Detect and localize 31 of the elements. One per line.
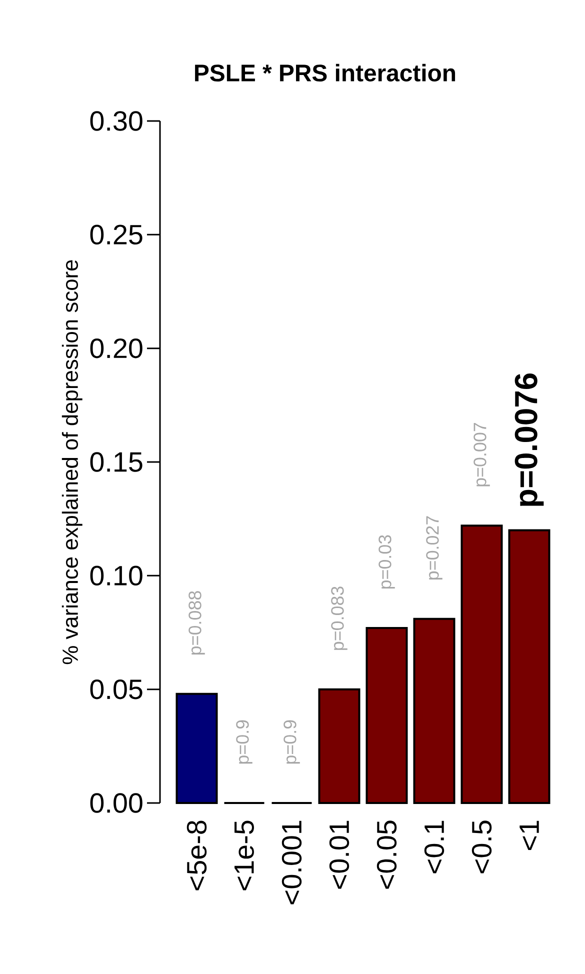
bar xyxy=(318,688,360,804)
x-tick-label: <1e-5 xyxy=(234,820,254,890)
annotation: p=0.03 xyxy=(378,535,395,589)
annotation: p=0.088 xyxy=(188,591,205,655)
annotation: p=0.007 xyxy=(474,423,490,486)
x-tick-label: <0.001 xyxy=(282,820,302,904)
y-tick-label: 0.00 xyxy=(90,793,142,813)
bar xyxy=(366,626,408,804)
x-tick-label: <1 xyxy=(520,820,539,850)
y-tick-label: 0.10 xyxy=(90,566,142,586)
x-tick-label: <0.05 xyxy=(376,820,397,889)
x-tick-label: <0.1 xyxy=(424,820,444,874)
bar xyxy=(413,618,456,804)
annotation: p=0.0076 xyxy=(514,374,544,506)
bar xyxy=(508,529,550,804)
x-tick-label: <0.01 xyxy=(329,820,350,889)
chart-title: PSLE * PRS interaction xyxy=(195,64,456,82)
annotation: p=0.9 xyxy=(236,720,252,764)
bar xyxy=(176,692,218,804)
annotation: p=0.083 xyxy=(331,586,348,650)
annotation: p=0.9 xyxy=(284,720,300,764)
annotation: p=0.027 xyxy=(426,516,442,580)
bar xyxy=(460,524,503,804)
y-tick-label: 0.15 xyxy=(90,452,142,472)
y-tick-label: 0.25 xyxy=(90,224,142,245)
x-tick-label: <0.5 xyxy=(472,820,492,874)
y-tick-label: 0.20 xyxy=(90,338,142,358)
y-tick-label: 0.30 xyxy=(90,111,142,131)
x-tick-label: <5e-8 xyxy=(186,820,207,890)
y-tick-label: 0.05 xyxy=(90,679,142,700)
y-axis-title: % variance explained of depression score xyxy=(62,260,82,664)
